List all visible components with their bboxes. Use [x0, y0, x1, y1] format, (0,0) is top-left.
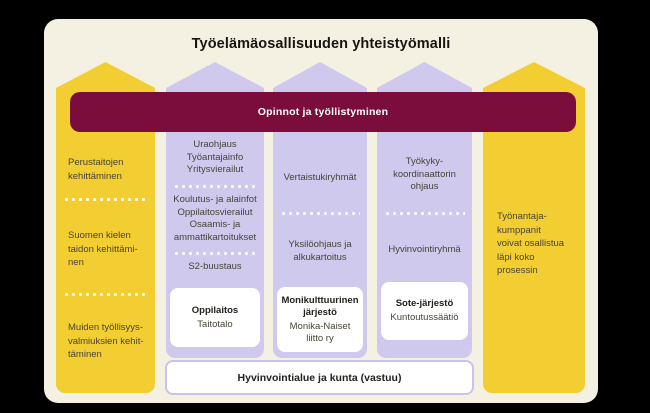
activity-text: S2-buustaus	[188, 261, 242, 272]
activity-text: Yksilöohjaus ja alkukartoitus	[288, 239, 352, 263]
activity-text: Työnantaja- kumppanit voivat osallistua …	[497, 211, 565, 276]
dotted-separator	[173, 185, 257, 188]
activity-text: Vertaistukiryhmät	[283, 172, 357, 183]
dotted-separator	[280, 212, 360, 215]
dotted-separator	[173, 252, 257, 255]
goal-banner: Opinnot ja työllistyminen	[70, 92, 576, 132]
goal-banner-label: Opinnot ja työllistyminen	[257, 106, 389, 118]
activity-text: Perustaitojen kehittäminen	[68, 157, 124, 182]
org-name: Oppilaitos	[191, 304, 239, 316]
dotted-separator	[384, 212, 465, 215]
activity-text: Hyvinvointiryhmä	[388, 244, 461, 255]
activity-text: Työkyky- koordinaattorin ohjaus	[393, 156, 456, 192]
activity-text: Koulutus- ja alainfot Oppilaitosvierailu…	[173, 194, 257, 243]
activity-text: Uraohjaus Työantajainfo Yritysvierailut	[186, 139, 244, 175]
activity-text: Muiden työllisyys- valmiuksien kehit- tä…	[68, 322, 144, 360]
org-card-oppilaitos: Oppilaitos Taitotalo	[170, 288, 260, 347]
org-card-sote: Sote-järjestö Kuntoutussäätiö	[381, 282, 468, 340]
responsibility-bar-label: Hyvinvointialue ja kunta (vastuu)	[237, 371, 402, 384]
responsibility-bar: Hyvinvointialue ja kunta (vastuu)	[165, 360, 474, 395]
org-detail: Taitotalo	[197, 318, 233, 330]
org-detail: Kuntoutussäätiö	[390, 312, 459, 323]
diagram-title: Työelämäosallisuuden yhteistyömalli	[191, 36, 451, 52]
org-name: Monikulttuurinen järjestö	[281, 294, 359, 318]
dotted-separator	[63, 198, 148, 201]
org-card-monikulttuurinen: Monikulttuurinen järjestö Monika-Naiset …	[277, 287, 363, 352]
org-name: Sote-järjestö	[395, 298, 454, 309]
activity-text: Suomen kielen taidon kehittämi- nen	[68, 230, 138, 268]
dotted-separator	[63, 293, 148, 296]
org-detail: Monika-Naiset liitto ry	[289, 320, 351, 344]
